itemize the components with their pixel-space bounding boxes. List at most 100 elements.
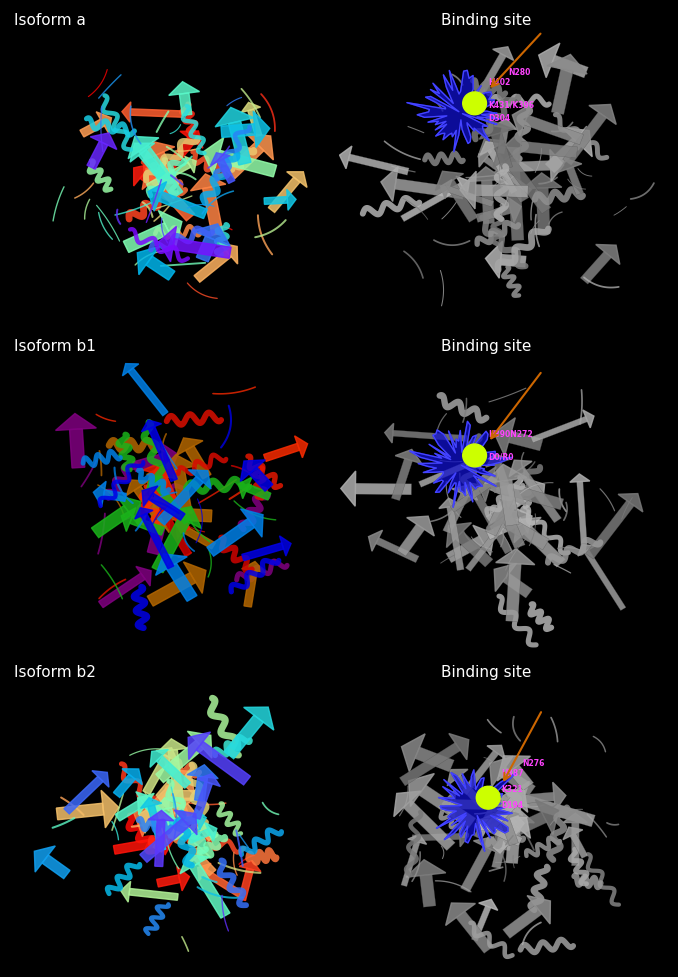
Polygon shape (580, 252, 612, 285)
Polygon shape (524, 115, 584, 146)
Polygon shape (355, 484, 412, 495)
Polygon shape (508, 782, 530, 819)
Polygon shape (159, 227, 176, 263)
Polygon shape (239, 861, 261, 871)
Polygon shape (224, 715, 264, 759)
Polygon shape (160, 828, 174, 855)
Polygon shape (341, 472, 356, 507)
Polygon shape (406, 860, 446, 877)
Polygon shape (161, 444, 178, 474)
Polygon shape (142, 168, 168, 191)
Polygon shape (487, 745, 505, 759)
Polygon shape (391, 459, 413, 501)
Polygon shape (509, 461, 532, 477)
Polygon shape (123, 364, 139, 376)
Polygon shape (456, 912, 494, 954)
Polygon shape (494, 119, 517, 130)
Polygon shape (443, 789, 456, 820)
Polygon shape (241, 104, 260, 113)
Polygon shape (407, 71, 500, 152)
Polygon shape (147, 573, 196, 607)
Polygon shape (184, 157, 196, 174)
Polygon shape (500, 818, 519, 846)
Polygon shape (188, 733, 210, 760)
Polygon shape (149, 480, 164, 499)
Polygon shape (479, 122, 513, 140)
Polygon shape (156, 748, 178, 762)
Polygon shape (145, 779, 185, 818)
Polygon shape (558, 160, 582, 173)
Polygon shape (572, 823, 579, 866)
Polygon shape (152, 518, 190, 573)
Text: Isoform a: Isoform a (14, 13, 85, 28)
Polygon shape (174, 810, 197, 835)
Polygon shape (485, 242, 502, 278)
Polygon shape (264, 197, 287, 205)
Polygon shape (136, 567, 151, 586)
Polygon shape (197, 236, 217, 263)
Polygon shape (490, 808, 519, 824)
Polygon shape (148, 467, 176, 484)
Polygon shape (490, 756, 513, 786)
Polygon shape (477, 814, 494, 840)
Polygon shape (504, 817, 530, 838)
Polygon shape (279, 536, 291, 557)
Text: N276: N276 (522, 758, 544, 767)
Polygon shape (156, 741, 203, 783)
Polygon shape (153, 482, 190, 525)
Polygon shape (447, 524, 471, 548)
Polygon shape (393, 431, 467, 443)
Polygon shape (182, 527, 216, 549)
Polygon shape (123, 224, 170, 253)
Polygon shape (522, 792, 555, 804)
Polygon shape (139, 804, 157, 833)
Polygon shape (412, 833, 460, 841)
Polygon shape (287, 173, 307, 189)
Polygon shape (249, 468, 273, 491)
Polygon shape (181, 804, 215, 841)
Polygon shape (190, 863, 230, 918)
Polygon shape (180, 132, 203, 149)
Polygon shape (476, 467, 496, 502)
Polygon shape (502, 906, 542, 939)
Polygon shape (243, 707, 274, 731)
Polygon shape (159, 192, 207, 220)
Polygon shape (197, 774, 220, 786)
Polygon shape (159, 455, 197, 473)
Polygon shape (187, 732, 212, 758)
Polygon shape (455, 531, 493, 568)
Polygon shape (128, 138, 159, 159)
Polygon shape (101, 790, 119, 828)
Polygon shape (165, 805, 193, 825)
Polygon shape (445, 903, 475, 925)
Polygon shape (531, 417, 588, 444)
Polygon shape (150, 749, 168, 768)
Polygon shape (562, 129, 592, 157)
Polygon shape (491, 134, 513, 171)
Polygon shape (570, 833, 588, 859)
Polygon shape (508, 432, 543, 451)
Polygon shape (226, 144, 264, 180)
Polygon shape (551, 56, 589, 79)
Polygon shape (497, 756, 530, 781)
Polygon shape (469, 168, 504, 182)
Polygon shape (496, 517, 513, 529)
Polygon shape (550, 150, 563, 182)
Polygon shape (155, 487, 180, 506)
Polygon shape (563, 113, 607, 166)
Polygon shape (376, 538, 419, 563)
Polygon shape (129, 516, 164, 535)
Polygon shape (494, 790, 529, 806)
Polygon shape (126, 481, 148, 496)
Polygon shape (215, 108, 254, 128)
Polygon shape (481, 181, 495, 225)
Polygon shape (177, 867, 190, 891)
Polygon shape (198, 864, 211, 881)
Polygon shape (121, 881, 131, 902)
Polygon shape (536, 800, 559, 834)
Polygon shape (471, 490, 513, 555)
Polygon shape (589, 106, 616, 125)
Polygon shape (157, 875, 180, 887)
Polygon shape (499, 803, 517, 851)
Polygon shape (441, 181, 452, 199)
